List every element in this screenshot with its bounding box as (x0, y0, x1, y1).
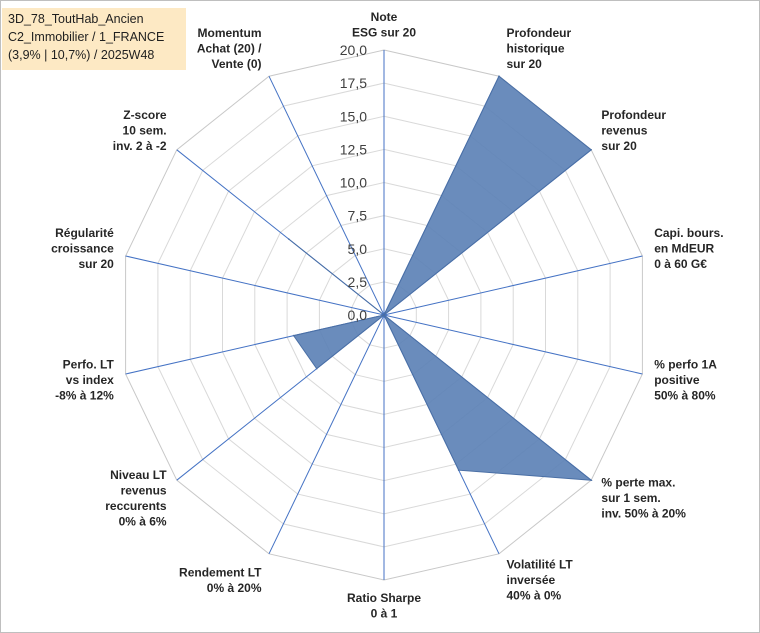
axis-label: Profondeur historique sur 20 (507, 26, 572, 71)
spoke-line (383, 314, 643, 375)
axis-label-line: Profondeur (601, 108, 666, 122)
tick-label: 5,0 (348, 241, 368, 257)
axis-label-line: reccurents (105, 499, 167, 513)
axis-label-line: Note (371, 10, 398, 24)
spoke-line (383, 255, 643, 316)
axis-label-line: Capi. bours. (654, 226, 723, 240)
axis-label-line: Niveau LT (110, 468, 167, 482)
axis-label: Régularité croissance sur 20 (51, 226, 114, 271)
axis-label-line: historique (507, 42, 565, 56)
tick-label: 12,5 (340, 141, 367, 157)
series-point (287, 238, 290, 240)
axis-label: Capi. bours. en MdEUR 0 à 60 G€ (654, 226, 723, 271)
axis-label-line: Volatilité LT (507, 558, 574, 572)
title-line-1: 3D_78_ToutHab_Ancien (8, 12, 144, 26)
axis-label-line: 10 sem. (123, 123, 167, 137)
axis-label-line: 0% à 20% (207, 581, 262, 595)
spoke-line (125, 255, 385, 316)
tick-label: 15,0 (340, 108, 367, 124)
axis-label-line: Profondeur (507, 26, 572, 40)
axis-label-line: 0 à 1 (371, 607, 398, 621)
axis-label-line: Rendement LT (179, 565, 262, 579)
axis-label-line: Régularité (55, 226, 114, 240)
axis-label-line: 50% à 80% (654, 388, 716, 402)
axis-label-line: Achat (20) / (197, 42, 262, 56)
radar-axis-labels: Note ESG sur 20 Profondeur historique sur 20… (51, 10, 723, 621)
axis-label-line: inv. 2 à -2 (113, 139, 167, 153)
series-point (315, 367, 318, 370)
axis-label: Rendement LT 0% à 20% (179, 565, 262, 595)
axis-label-line: revenus (121, 483, 167, 497)
axis-label: % perfo 1A positive 50% à 80% (654, 357, 717, 402)
axis-label-line: sur 20 (507, 57, 543, 71)
series-area (288, 75, 593, 481)
axis-label: Note ESG sur 20 (352, 10, 416, 40)
axis-label-line: Ratio Sharpe (347, 591, 421, 605)
axis-label-line: Z-score (123, 108, 167, 122)
axis-label-line: croissance (51, 242, 114, 256)
tick-label: 17,5 (340, 75, 367, 91)
radar-series (287, 75, 593, 482)
axis-label-line: revenus (601, 123, 647, 137)
axis-label: Profondeur revenus sur 20 (601, 108, 666, 153)
axis-label-line: sur 1 sem. (601, 491, 660, 505)
tick-label: 20,0 (340, 42, 367, 58)
axis-label-line: ESG sur 20 (352, 26, 416, 40)
axis-label: Perfo. LT vs index -8% à 12% (55, 357, 114, 402)
series-point (292, 334, 295, 337)
series-point (590, 479, 592, 482)
axis-label-line: 0 à 60 G€ (654, 257, 707, 271)
series-point (590, 149, 592, 151)
spoke-line (268, 75, 385, 316)
axis-label-line: Perfo. LT (63, 357, 115, 371)
tick-label: 7,5 (348, 208, 368, 224)
axis-label: % perte max. sur 1 sem. inv. 50% à 20% (601, 476, 686, 521)
axis-label: Ratio Sharpe 0 à 1 (347, 591, 421, 621)
axis-label-line: vs index (66, 373, 114, 387)
axis-label-line: Momentum (198, 26, 262, 40)
spoke-line (268, 314, 385, 555)
tick-label: 10,0 (340, 175, 367, 191)
series-point (457, 469, 460, 472)
axis-label-line: -8% à 12% (55, 388, 114, 402)
series-point (383, 314, 385, 316)
axis-label-line: sur 20 (601, 139, 637, 153)
title-line-3: (3,9% | 10,7%) / 2025W48 (8, 48, 155, 62)
axis-label: Momentum Achat (20) / Vente (0) (197, 26, 262, 71)
chart-title-box: 3D_78_ToutHab_Ancien C2_Immobilier / 1_F… (2, 8, 186, 70)
title-line-2: C2_Immobilier / 1_FRANCE (8, 30, 165, 44)
axis-label-line: positive (654, 373, 700, 387)
tick-label: 2,5 (348, 274, 368, 290)
axis-label-line: % perfo 1A (654, 357, 717, 371)
axis-label: Volatilité LT inversée 40% à 0% (507, 558, 574, 603)
tick-label: 0,0 (348, 307, 368, 323)
axis-label: Z-score 10 sem. inv. 2 à -2 (113, 108, 167, 153)
axis-label-line: sur 20 (78, 257, 114, 271)
axis-label-line: Vente (0) (211, 57, 261, 71)
axis-label-line: % perte max. (601, 476, 675, 490)
radar-tick-labels: 0,0 2,5 5,0 7,5 10,0 12,5 15,0 17,5 20,0 (340, 42, 367, 323)
axis-label: Niveau LT revenus reccurents 0% à 6% (105, 468, 167, 529)
axis-label-line: en MdEUR (654, 242, 714, 256)
axis-label-line: 0% à 6% (119, 514, 167, 528)
axis-label-line: 40% à 0% (507, 589, 562, 603)
series-point (498, 75, 500, 77)
axis-label-line: inv. 50% à 20% (601, 507, 686, 521)
axis-label-line: inversée (507, 573, 556, 587)
